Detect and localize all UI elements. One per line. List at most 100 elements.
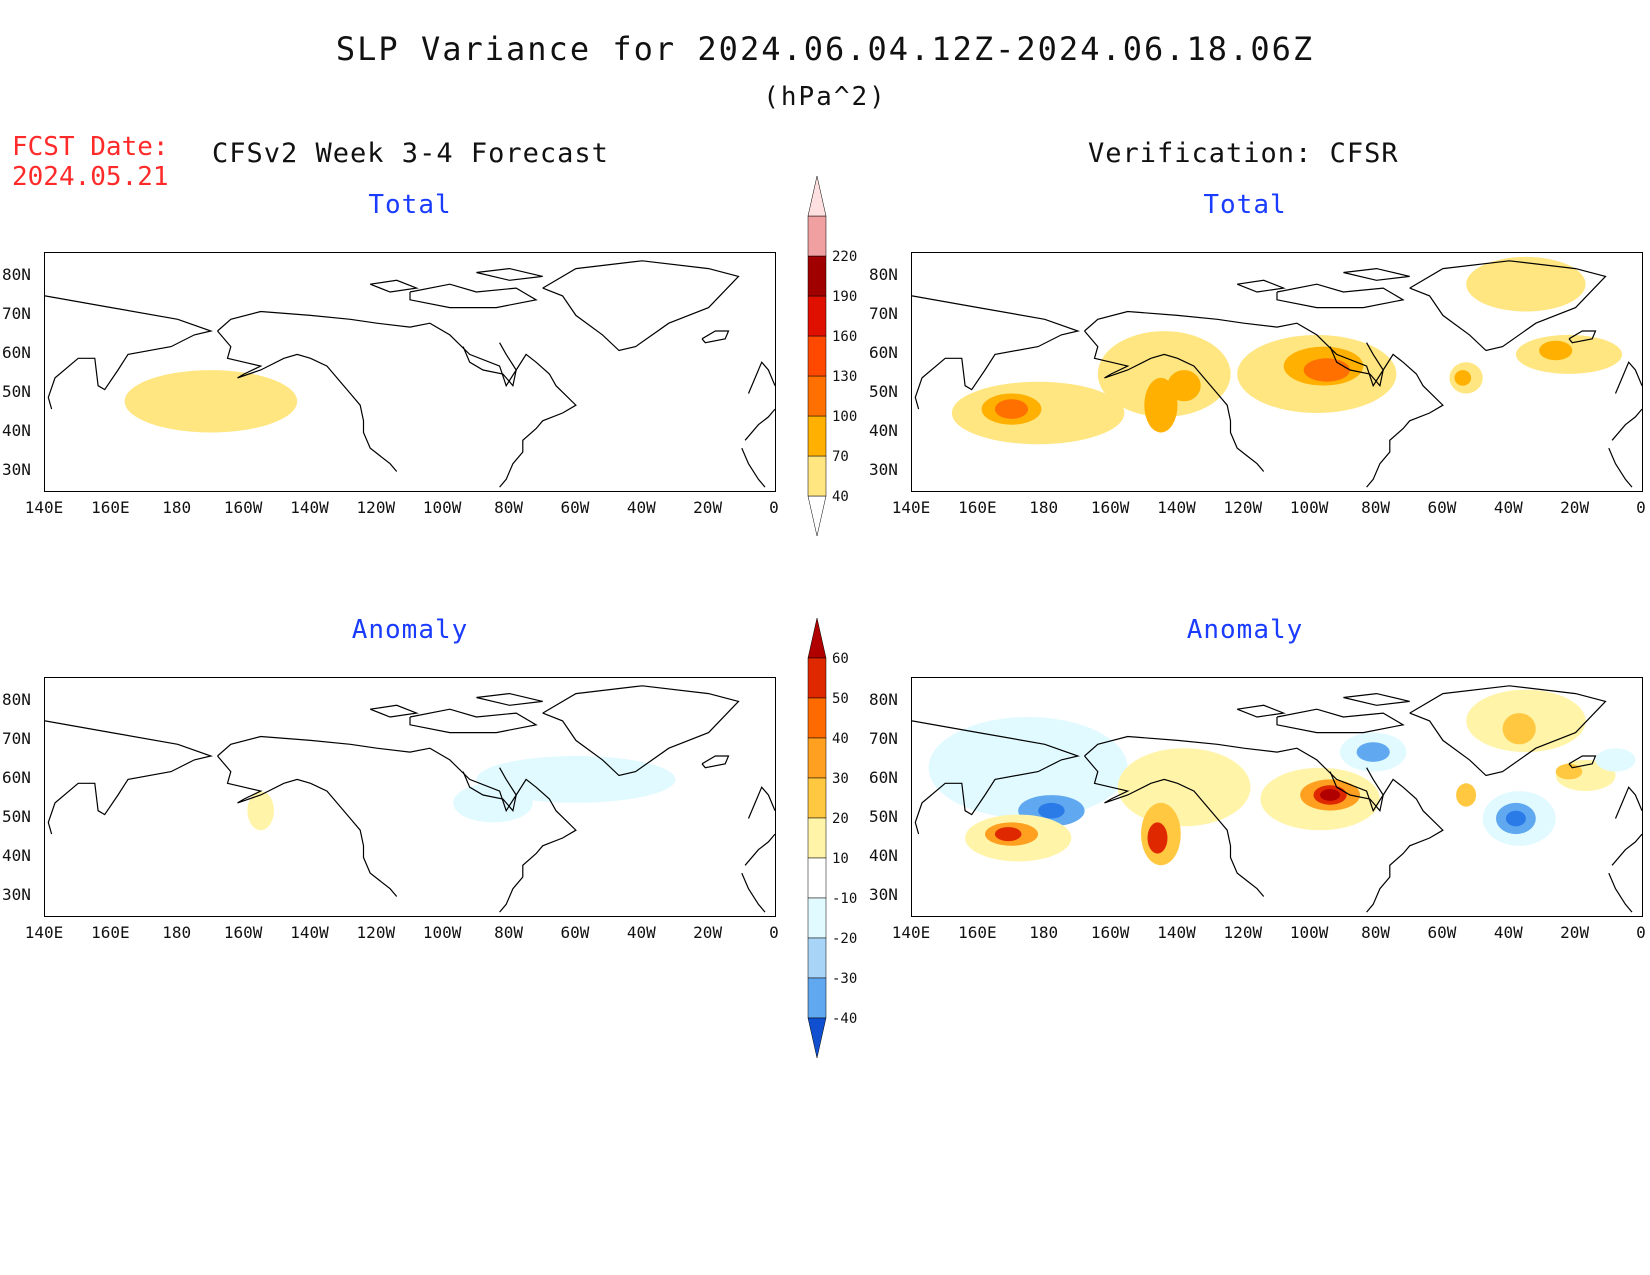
fcst-date-value: 2024.05.21: [12, 162, 169, 192]
lat-tick-label: 30N: [869, 885, 898, 905]
coastline: [217, 735, 577, 913]
coastline: [217, 310, 577, 488]
coastline: [369, 279, 419, 293]
lat-tick-label: 80N: [2, 690, 31, 710]
lon-tick-label: 180: [162, 923, 192, 942]
lat-tick-label: 30N: [2, 460, 31, 480]
contour-region: [928, 717, 1128, 819]
lat-tick-label: 60N: [2, 768, 31, 788]
lat-tick-label: 70N: [2, 729, 31, 749]
lon-tick-label: 120W: [1223, 923, 1263, 942]
lon-tick-label: 160W: [1090, 498, 1130, 517]
colorbar-tick-label: 50: [832, 691, 849, 707]
lon-tick-label: 140E: [24, 498, 64, 517]
coastline: [476, 267, 543, 281]
lon-tick-label: 180: [1029, 498, 1059, 517]
contour-region: [1320, 789, 1341, 801]
coastline: [1236, 704, 1286, 718]
lat-tick-label: 70N: [869, 729, 898, 749]
lon-tick-label: 180: [1029, 923, 1059, 942]
coastline: [462, 767, 517, 813]
colorbar-tick-label: 190: [832, 289, 857, 305]
coastline: [741, 872, 766, 913]
colorbar-tick-label: -40: [832, 1011, 857, 1027]
lon-tick-label: 120W: [1223, 498, 1263, 517]
verification-anomaly-label: Anomaly: [1186, 615, 1304, 645]
verification-total-label: Total: [1203, 190, 1287, 220]
coastline: [1276, 283, 1405, 309]
coastline: [409, 708, 538, 734]
colorbar-under-triangle: [807, 495, 827, 537]
coastline: [744, 408, 775, 441]
lat-tick-label: 50N: [2, 382, 31, 402]
colorbar-segment: [807, 295, 827, 337]
coastline: [1608, 447, 1633, 488]
contour-region: [1505, 810, 1526, 827]
lon-tick-label: 160E: [91, 498, 130, 517]
coastline: [1276, 708, 1405, 734]
contour-region: [1466, 256, 1586, 312]
lon-tick-label: 40W: [626, 498, 656, 517]
lon-tick-label: 140E: [891, 923, 931, 942]
colorbar-tick-label: -10: [832, 891, 857, 907]
colorbar-segment: [807, 255, 827, 297]
contour-region: [994, 827, 1022, 842]
contour-region: [1303, 358, 1350, 382]
colorbar-segment: [807, 977, 827, 1019]
map-svg: [45, 260, 775, 488]
lon-tick-label: 40W: [1493, 498, 1523, 517]
lon-tick-label: 100W: [422, 498, 462, 517]
colorbar-tick-label: 20: [832, 811, 849, 827]
lon-tick-label: 160W: [223, 923, 263, 942]
colorbar-segment: [807, 375, 827, 417]
lon-tick-label: 160W: [223, 498, 263, 517]
contour-region: [994, 399, 1029, 419]
lon-tick-label: 140W: [1157, 498, 1196, 517]
coastline: [741, 447, 766, 488]
lon-tick-label: 40W: [626, 923, 656, 942]
lat-tick-label: 60N: [869, 343, 898, 363]
coastline: [369, 704, 419, 718]
forecast-total-label: Total: [368, 190, 452, 220]
colorbar-segment: [807, 415, 827, 457]
lat-tick-label: 40N: [869, 421, 898, 441]
lon-tick-label: 40W: [1493, 923, 1523, 942]
lat-tick-label: 80N: [2, 265, 31, 285]
map-svg: [45, 685, 775, 913]
forecast-heading: CFSv2 Week 3-4 Forecast: [212, 138, 609, 169]
contour-region: [1595, 748, 1636, 772]
contour-region: [1555, 763, 1583, 780]
colorbar-tick-label: -20: [832, 931, 857, 947]
colorbar-tick-label: 130: [832, 369, 857, 385]
lon-tick-label: 80W: [494, 498, 523, 517]
colorbar-segment: [807, 777, 827, 819]
coastline: [542, 685, 740, 777]
colorbar-tick-label: 30: [832, 771, 849, 787]
coastline: [1611, 833, 1642, 866]
lon-tick-label: 100W: [1289, 498, 1329, 517]
contour-region: [1539, 340, 1573, 361]
colorbar-segment: [807, 817, 827, 859]
coastline: [476, 692, 543, 706]
lat-tick-label: 40N: [2, 846, 31, 866]
contour-region: [1356, 742, 1390, 762]
coastline: [1409, 260, 1607, 352]
lon-tick-label: 160E: [958, 923, 997, 942]
colorbar-tick-label: 40: [832, 489, 849, 505]
coastline: [1084, 735, 1444, 913]
coastline: [1329, 767, 1384, 813]
colorbar-over-triangle: [807, 617, 827, 659]
coastline: [409, 283, 538, 309]
lon-tick-label: 80W: [494, 923, 523, 942]
colorbar-tick-label: 60: [832, 651, 849, 667]
lon-tick-label: 140W: [290, 498, 329, 517]
lat-tick-label: 70N: [869, 304, 898, 324]
contour-region: [1147, 822, 1168, 854]
coastline: [1236, 279, 1286, 293]
lon-tick-label: 20W: [693, 923, 723, 942]
contour-region: [476, 756, 676, 803]
contour-region: [124, 370, 298, 433]
coastline: [462, 342, 517, 388]
lon-tick-label: 60W: [1427, 923, 1457, 942]
